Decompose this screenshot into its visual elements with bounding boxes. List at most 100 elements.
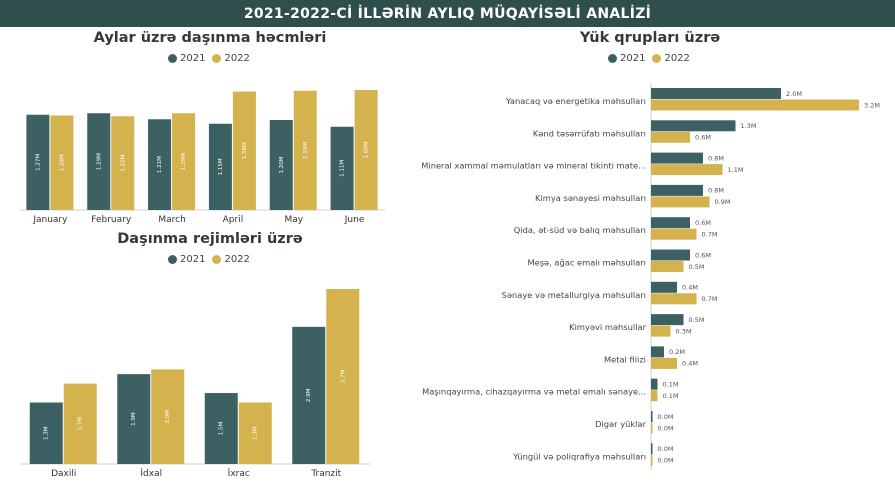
legend-dot-2021	[608, 54, 617, 63]
data-label: 1.59M	[303, 142, 309, 159]
data-label: 0.6M	[695, 251, 711, 259]
bar-2022-4	[651, 228, 697, 240]
data-label: 0.7M	[702, 230, 718, 238]
y-tick-label: Kimyəvi məhsullar	[569, 322, 646, 332]
bar-2022-5	[354, 90, 378, 210]
data-label: 0.0M	[658, 445, 674, 453]
bar-2021-0	[29, 402, 63, 464]
data-label: 0.0M	[658, 413, 674, 421]
bar-2021-2	[204, 393, 238, 464]
data-label: 1.21M	[157, 156, 163, 173]
bar-2021-0	[26, 114, 50, 210]
data-label: 0.4M	[682, 360, 698, 368]
x-tick-label: İxrac	[228, 468, 250, 479]
monthly-legend: 2021 2022	[168, 53, 253, 64]
y-tick-label: Maşınqayırma, cihazqayırma və metal emal…	[422, 387, 646, 397]
bar-2021-1	[117, 374, 151, 464]
bar-2022-1	[151, 369, 185, 464]
data-label: 1.9M	[131, 412, 137, 426]
data-label: 0.8M	[708, 154, 724, 162]
x-tick-label: January	[32, 215, 68, 225]
x-tick-label: Daxili	[51, 469, 76, 479]
data-label: 0.5M	[689, 263, 705, 271]
legend-dot-2022	[652, 54, 662, 63]
dashboard-title: 2021-2022-Cİ İLLƏRİN AYLIQ MÜQAYİSƏLİ AN…	[243, 5, 652, 22]
bar-2021-2	[148, 119, 172, 210]
data-label: 2.0M	[786, 90, 802, 98]
bar-2022-11	[651, 454, 653, 466]
data-label: 1.5M	[219, 422, 225, 436]
bar-2021-10	[651, 411, 653, 422]
data-label: 0.5M	[689, 316, 705, 324]
data-label: 1.26M	[59, 154, 65, 171]
x-tick-label: March	[158, 215, 185, 225]
bar-2021-1	[87, 113, 111, 210]
data-label: 1.1M	[728, 166, 744, 174]
regimes-chart-title: Daşınma rejimləri üzrə	[117, 231, 303, 247]
data-label: 0.6M	[695, 219, 711, 227]
bar-2022-7	[651, 325, 671, 337]
y-tick-label: Kənd təsərrüfatı məhsulları	[533, 128, 646, 138]
monthly-chart-title: Aylar üzrə daşınma həcmləri	[93, 30, 327, 46]
bar-2022-0	[63, 383, 97, 464]
bar-2022-3	[326, 289, 360, 464]
groups-chart-title: Yük qrupları üzrə	[579, 30, 721, 46]
y-tick-label: Mineral xammal məmulatları və mineral ti…	[421, 161, 646, 171]
data-label: 0.4M	[682, 284, 698, 292]
y-tick-label: Yanacaq və energetika məhsulları	[505, 96, 646, 106]
data-label: 0.8M	[708, 187, 724, 195]
bar-2022-3	[232, 91, 256, 210]
x-tick-label: February	[91, 215, 132, 225]
bar-2021-3	[651, 184, 703, 196]
bar-2022-0	[651, 99, 859, 111]
data-label: 1.11M	[340, 160, 346, 177]
bar-2021-11	[651, 443, 653, 455]
bar-2021-4	[269, 120, 293, 210]
legend-item-2022: 2022	[212, 53, 250, 64]
y-tick-label: Kimya sənayesi məhsulları	[535, 193, 646, 203]
legend-dot-2022	[212, 54, 222, 63]
bar-2021-3	[292, 326, 326, 464]
bar-2022-6	[651, 293, 697, 305]
data-label: 1.27M	[35, 154, 41, 171]
data-label: 0.7M	[702, 295, 718, 303]
monthly-bar-chart: 1.27M 1.26M January 1.29M 1.25M February 1.21M…	[20, 90, 385, 225]
x-tick-label: Tranzit	[310, 469, 341, 479]
bar-2022-1	[111, 116, 135, 210]
legend-item-2022: 2022	[652, 53, 690, 64]
y-tick-label: Meşə, ağac emalı məhsulları	[527, 258, 646, 268]
y-tick-label: Metal filizi	[604, 354, 646, 364]
data-label: 0.1M	[663, 380, 679, 388]
data-label: 1.3M	[44, 426, 50, 440]
bar-2021-2	[651, 152, 703, 164]
bar-2022-9	[651, 390, 658, 402]
legend-item-2022: 2022	[212, 254, 250, 265]
data-label: 3.7M	[340, 370, 346, 384]
legend-dot-2021	[168, 255, 177, 264]
data-label: 0.0M	[658, 457, 674, 465]
bar-2021-5	[330, 126, 354, 210]
data-label: 1.29M	[181, 153, 187, 170]
bar-2022-2	[651, 164, 723, 176]
x-tick-label: May	[284, 215, 303, 225]
y-tick-label: Digər yüklər	[595, 419, 646, 429]
bar-2021-0	[651, 88, 781, 99]
data-label: 1.7M	[78, 417, 84, 431]
data-label: 2.9M	[306, 388, 312, 402]
bar-2022-1	[651, 131, 690, 143]
bar-2022-8	[651, 357, 677, 369]
legend-item-2021: 2021	[168, 254, 205, 265]
bar-2021-5	[651, 249, 690, 261]
regimes-bar-chart: 1.3M 1.7M Daxili 1.9M 2.0M İdxal 1.5M 1.3M İxrac…	[20, 289, 370, 479]
bar-2022-2	[172, 113, 196, 210]
data-label: 0.2M	[669, 348, 685, 356]
data-label: 1.25M	[120, 154, 126, 171]
bar-2022-3	[651, 196, 710, 208]
data-label: 1.3M	[253, 426, 259, 440]
data-label: 1.15M	[218, 158, 224, 175]
x-tick-label: April	[223, 215, 244, 225]
groups-bar-chart: Yanacaq və energetika məhsulları 2.0M 3.2M…	[421, 83, 880, 470]
data-label: 3.2M	[864, 101, 880, 109]
bar-2021-7	[651, 314, 684, 326]
bar-2021-4	[651, 217, 690, 229]
